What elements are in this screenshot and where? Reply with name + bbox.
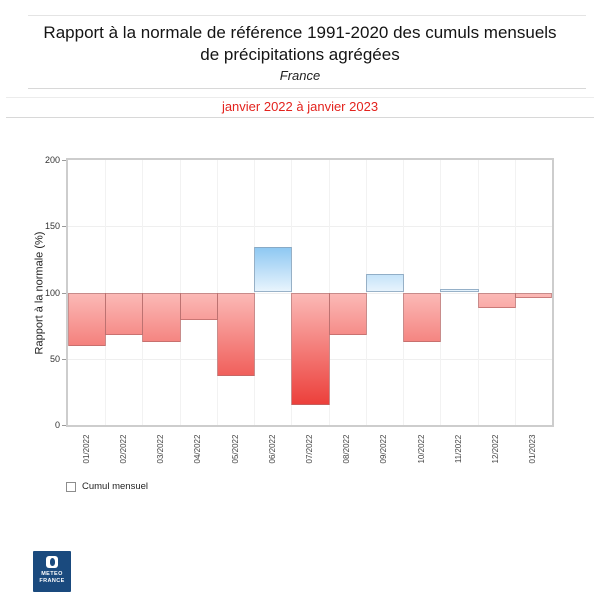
y-tick-label-100: 100 xyxy=(44,287,60,298)
bar-05/2022[interactable] xyxy=(216,292,256,376)
gridline-150 xyxy=(68,226,552,228)
page-title-line2: de précipitations agrégées xyxy=(200,45,400,64)
period-band-bottom-divider xyxy=(6,117,594,118)
bar-06/2022[interactable] xyxy=(254,247,293,293)
bar-09/2022[interactable] xyxy=(365,273,405,293)
x-tick-label-10/2022: 10/2022 xyxy=(416,434,426,464)
y-tick-mark xyxy=(62,292,66,294)
plot-area xyxy=(66,158,554,427)
legend-label[interactable]: Cumul mensuel xyxy=(82,481,148,492)
bar-04/2022[interactable] xyxy=(179,292,218,321)
meteo-france-logo-text: METEO FRANCE xyxy=(39,571,64,584)
bar-12/2022[interactable] xyxy=(477,292,516,309)
bar-01/2022[interactable] xyxy=(68,292,107,346)
x-tick-label-08/2022: 08/2022 xyxy=(342,434,352,464)
x-tick-label-01/2022: 01/2022 xyxy=(81,434,91,464)
y-tick-label-200: 200 xyxy=(44,155,60,165)
bar-01/2023[interactable] xyxy=(514,292,552,298)
period-band-top-divider xyxy=(6,97,594,98)
y-tick-mark xyxy=(62,358,66,360)
x-tick-label-12/2022: 12/2022 xyxy=(491,434,501,464)
logo-line2: FRANCE xyxy=(39,577,65,584)
x-tick-label-03/2022: 03/2022 xyxy=(156,434,166,464)
bar-11/2022[interactable] xyxy=(440,288,479,293)
y-tick-label-150: 150 xyxy=(44,221,60,232)
y-tick-mark xyxy=(62,160,66,161)
y-tick-mark xyxy=(62,425,66,426)
region-subtitle: France xyxy=(279,68,321,83)
y-tick-mark xyxy=(62,226,66,228)
meteo-france-icon xyxy=(46,556,58,568)
x-tick-label-02/2022: 02/2022 xyxy=(118,434,128,464)
page-title: Rapport à la normale de référence 1991-2… xyxy=(0,22,600,66)
x-tick-label-04/2022: 04/2022 xyxy=(193,434,203,464)
bar-02/2022[interactable] xyxy=(105,292,144,335)
x-tick-label-11/2022: 11/2022 xyxy=(453,434,463,464)
period-label: janvier 2022 à janvier 2023 xyxy=(221,99,379,114)
x-tick-label-05/2022: 05/2022 xyxy=(230,434,240,464)
x-tick-label-07/2022: 07/2022 xyxy=(305,434,314,464)
top-divider xyxy=(28,15,586,16)
legend-checkbox[interactable] xyxy=(66,481,76,492)
logo-line1: METEO xyxy=(41,571,63,577)
x-tick-label-06/2022: 06/2022 xyxy=(267,434,277,464)
chart-legend: Cumul mensuel xyxy=(66,481,148,492)
bar-10/2022[interactable] xyxy=(403,292,442,342)
page-title-line1: Rapport à la normale de référence 1991-2… xyxy=(43,23,557,42)
y-tick-label-0: 0 xyxy=(54,420,60,430)
bar-08/2022[interactable] xyxy=(328,292,367,335)
meteo-france-logo: METEO FRANCE xyxy=(33,551,71,592)
x-tick-label-01/2023: 01/2023 xyxy=(528,434,538,464)
x-tick-label-09/2022: 09/2022 xyxy=(379,434,389,464)
bar-07/2022[interactable] xyxy=(291,292,330,406)
bar-03/2022[interactable] xyxy=(142,292,181,342)
title-divider xyxy=(28,88,586,89)
y-tick-label-50: 50 xyxy=(49,353,60,364)
